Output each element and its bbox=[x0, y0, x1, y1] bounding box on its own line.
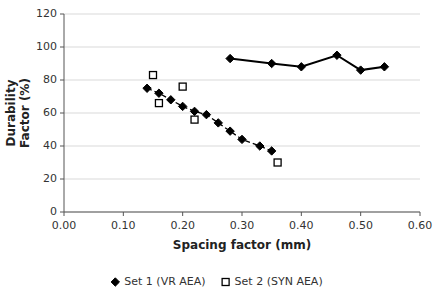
y-tick bbox=[60, 113, 64, 114]
x-tick-label: 0.50 bbox=[348, 219, 373, 232]
y-tick-label: 60 bbox=[43, 106, 57, 119]
x-tick bbox=[123, 212, 124, 216]
legend: Set 1 (VR AEA) Set 2 (SYN AEA) bbox=[111, 275, 323, 288]
data-point bbox=[238, 135, 246, 143]
x-tick bbox=[301, 212, 302, 216]
plot-data bbox=[143, 51, 389, 166]
x-tick bbox=[360, 212, 361, 216]
legend-marker bbox=[222, 279, 229, 286]
y-grid-line bbox=[64, 47, 420, 48]
data-point bbox=[143, 84, 151, 92]
y-axis-title-line: Durability bbox=[4, 79, 18, 146]
y-axis: 0 20 40 60 80 100 120 bbox=[36, 7, 420, 218]
y-grid-line bbox=[64, 146, 420, 147]
y-tick bbox=[60, 146, 64, 147]
y-grid-line bbox=[64, 113, 420, 114]
y-tick-label: 20 bbox=[43, 172, 57, 185]
data-point bbox=[150, 72, 157, 79]
y-axis-title: DurabilityFactor (%) bbox=[4, 78, 32, 148]
y-tick-label: 120 bbox=[36, 7, 57, 20]
y-tick-label: 40 bbox=[43, 139, 57, 152]
x-tick-label: 0.30 bbox=[230, 219, 255, 232]
legend-marker bbox=[111, 278, 119, 286]
data-point bbox=[179, 83, 186, 90]
page: {"chart_data": { "type": "scatter", "x_l… bbox=[0, 0, 438, 300]
legend-item: Set 1 (VR AEA) bbox=[111, 275, 206, 288]
data-point bbox=[267, 147, 275, 155]
x-tick bbox=[182, 212, 183, 216]
x-tick-label: 0.10 bbox=[111, 219, 136, 232]
y-tick bbox=[60, 80, 64, 81]
data-point bbox=[256, 142, 264, 150]
chart: 0204060801001200.000.100.200.300.400.500… bbox=[0, 0, 438, 300]
y-tick bbox=[60, 212, 64, 213]
x-tick bbox=[420, 212, 421, 216]
data-point bbox=[178, 102, 186, 110]
y-tick-label: 80 bbox=[43, 73, 57, 86]
x-tick-label: 0.20 bbox=[170, 219, 195, 232]
y-grid-line bbox=[64, 80, 420, 81]
x-tick-label: 0.60 bbox=[408, 219, 433, 232]
data-point bbox=[167, 96, 175, 104]
x-tick-label: 0.00 bbox=[52, 219, 77, 232]
x-axis-line bbox=[64, 212, 420, 213]
data-point bbox=[155, 89, 163, 97]
y-grid-line bbox=[64, 179, 420, 180]
y-tick-label: 100 bbox=[36, 40, 57, 53]
x-axis-title: Spacing factor (mm) bbox=[173, 238, 311, 252]
x-tick bbox=[242, 212, 243, 216]
data-point bbox=[214, 119, 222, 127]
x-tick-label: 0.40 bbox=[289, 219, 314, 232]
y-tick bbox=[60, 47, 64, 48]
y-grid-line bbox=[64, 14, 420, 15]
y-tick-label: 0 bbox=[50, 205, 57, 218]
y-tick bbox=[60, 179, 64, 180]
data-point bbox=[274, 159, 281, 166]
data-point bbox=[226, 54, 234, 62]
y-tick bbox=[60, 14, 64, 15]
y-axis-title-line: Factor (%) bbox=[18, 78, 32, 148]
data-point bbox=[356, 66, 364, 74]
legend-label: Set 2 (SYN AEA) bbox=[235, 275, 323, 288]
x-axis: 0.00 0.10 0.20 0.30 0.40 0.50 0.60 bbox=[52, 212, 433, 232]
y-grid-line bbox=[64, 212, 420, 213]
legend-label: Set 1 (VR AEA) bbox=[124, 275, 205, 288]
legend-item: Set 2 (SYN AEA) bbox=[222, 275, 323, 288]
y-axis-line bbox=[64, 14, 65, 212]
data-point bbox=[333, 51, 341, 59]
data-point bbox=[191, 116, 198, 123]
data-point bbox=[297, 63, 305, 71]
series-line bbox=[147, 88, 272, 151]
data-point bbox=[380, 63, 388, 71]
data-point bbox=[155, 100, 162, 107]
data-point bbox=[202, 110, 210, 118]
x-tick bbox=[64, 212, 65, 216]
data-point bbox=[190, 107, 198, 115]
data-point bbox=[226, 127, 234, 135]
data-point bbox=[267, 59, 275, 67]
